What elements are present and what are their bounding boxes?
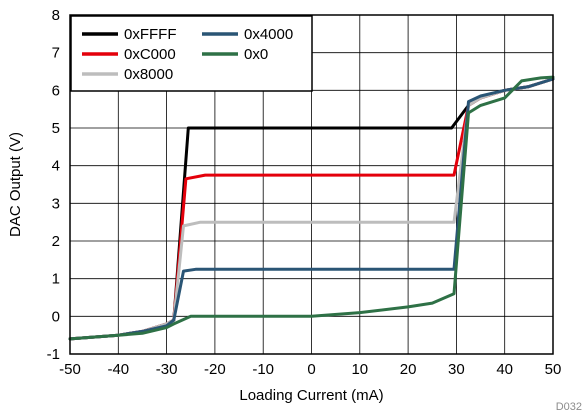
legend-box (70, 15, 313, 92)
legend-item-0xffff: 0xFFFF (82, 26, 177, 43)
x-tick-label: 20 (400, 361, 417, 378)
series-layer (68, 75, 555, 341)
y-tick-labels: -1 0 1 2 3 4 5 6 7 8 (47, 7, 60, 363)
x-tick-label: -30 (156, 361, 178, 378)
legend: 0xFFFF 0xC000 0x8000 0x4000 0x0 (70, 15, 313, 92)
x-tick-label: -50 (59, 361, 81, 378)
series-line-0x0 (68, 75, 555, 341)
x-tick-label: 0 (307, 361, 315, 378)
legend-item-0x8000: 0x8000 (82, 66, 173, 83)
y-tick-label: 0 (52, 308, 60, 325)
legend-items: 0xFFFF 0xC000 0x8000 0x4000 0x0 (82, 26, 293, 83)
x-tick-label: 40 (496, 361, 513, 378)
legend-label: 0x8000 (124, 66, 173, 83)
plot-frame (69, 14, 554, 355)
y-tick-label: -1 (47, 346, 60, 363)
y-tick-label: 7 (52, 45, 60, 62)
x-tick-label: 30 (448, 361, 465, 378)
y-tick-label: 3 (52, 195, 60, 212)
legend-label: 0xFFFF (124, 26, 177, 43)
legend-label: 0x0 (244, 46, 268, 63)
legend-item-0xc000: 0xC000 (82, 46, 176, 63)
y-tick-label: 4 (52, 158, 60, 175)
figure-id: D032 (556, 401, 582, 413)
y-tick-label: 6 (52, 82, 60, 99)
x-tick-labels: -50 -40 -30 -20 -10 0 10 20 30 40 50 (59, 361, 561, 378)
y-tick-label: 1 (52, 271, 60, 288)
x-tick-label: -40 (107, 361, 129, 378)
x-tick-label: -10 (252, 361, 274, 378)
legend-item-0x4000: 0x4000 (202, 26, 293, 43)
series-line-0x4000 (68, 77, 555, 341)
legend-item-0x0: 0x0 (202, 46, 268, 63)
y-tick-label: 8 (52, 7, 60, 24)
legend-label: 0xC000 (124, 46, 176, 63)
x-axis-label: Loading Current (mA) (239, 387, 383, 404)
y-tick-label: 2 (52, 233, 60, 250)
x-tick-label: 10 (351, 361, 368, 378)
y-tick-label: 5 (52, 120, 60, 137)
x-tick-label: 50 (545, 361, 562, 378)
legend-label: 0x4000 (244, 26, 293, 43)
x-tick-label: -20 (204, 361, 226, 378)
y-axis-label: DAC Output (V) (7, 132, 24, 237)
